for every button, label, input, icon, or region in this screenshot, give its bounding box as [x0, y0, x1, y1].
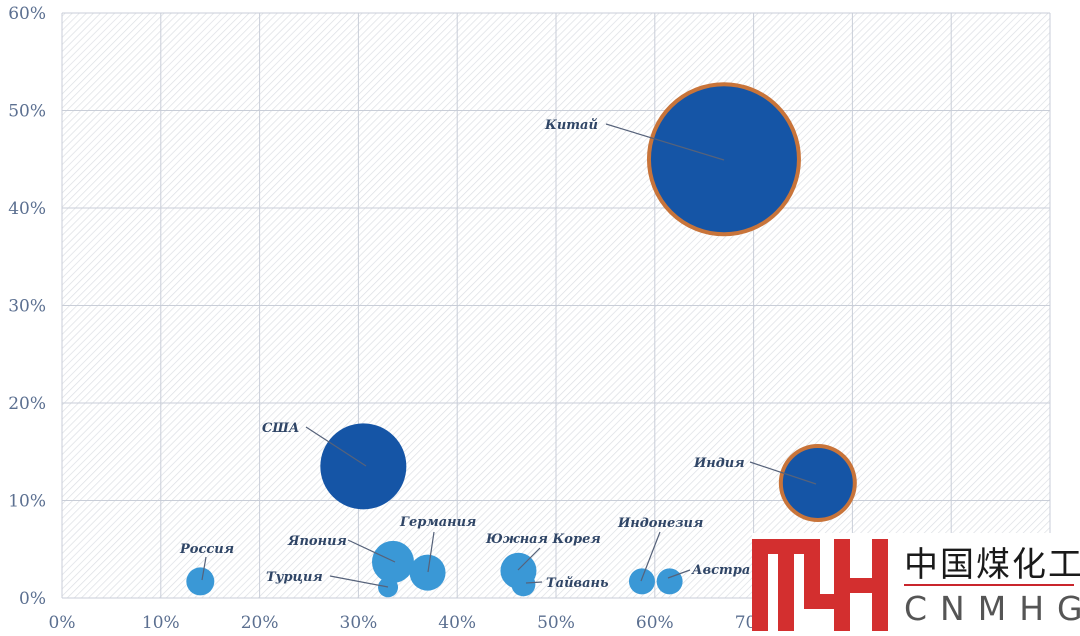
cnmhg-logo: 中国煤化工 CNMHG — [752, 533, 1080, 636]
bubble — [186, 567, 215, 596]
x-tick-label: 0% — [49, 613, 76, 633]
bubbles — [186, 82, 857, 598]
bubble — [656, 568, 683, 595]
bubble — [371, 540, 414, 583]
bubble-label: Индия — [693, 456, 745, 471]
y-tick-label: 60% — [8, 4, 46, 24]
y-tick-label: 20% — [8, 394, 46, 414]
y-tick-label: 40% — [8, 199, 46, 219]
bubble — [628, 568, 655, 595]
bubble — [646, 82, 801, 237]
x-axis: 0%10%20%30%40%50%60%70% — [49, 613, 773, 633]
bubble-label: США — [262, 421, 299, 436]
y-axis: 0% 10% 20% 30% 40% 50% 60% — [8, 4, 46, 609]
leader-line — [347, 539, 396, 563]
bubble-label: Россия — [179, 542, 234, 557]
bubble — [320, 423, 407, 510]
bubble-label: Турция — [266, 570, 323, 585]
leader-line — [640, 531, 661, 582]
x-tick-label: 10% — [142, 613, 180, 633]
leader-line — [305, 426, 367, 467]
x-tick-label: 40% — [438, 613, 476, 633]
bubble-label: Индонезия — [617, 516, 703, 531]
leader-line — [525, 581, 543, 584]
y-tick-label: 10% — [8, 492, 46, 512]
bubble-label: Южная Корея — [485, 532, 601, 547]
leader-line — [667, 569, 691, 579]
logo-name-en: CNMHG — [904, 589, 1080, 628]
logo-divider — [904, 584, 1074, 586]
logo-name-cn: 中国煤化工 — [904, 545, 1080, 585]
x-tick-label: 50% — [537, 613, 575, 633]
leader-line — [517, 547, 541, 571]
leader-line — [605, 123, 725, 161]
bubble — [778, 443, 857, 522]
bubble — [378, 577, 399, 598]
bubble-label: Австра — [691, 563, 750, 578]
y-tick-label: 30% — [8, 297, 46, 317]
y-tick-label: 50% — [8, 102, 46, 122]
leader-line — [201, 556, 207, 581]
bubble — [409, 554, 446, 591]
mh-logo-mark-icon — [752, 539, 888, 631]
x-tick-label: 60% — [636, 613, 674, 633]
leader-line — [427, 531, 435, 573]
bubble-label: Германия — [399, 515, 476, 530]
bubble-labels: Китай США Индия Россия Япония Турция Германия Ю… — [179, 118, 817, 591]
x-tick-label: 20% — [241, 613, 279, 633]
leader-line — [749, 461, 817, 485]
leader-line — [329, 575, 389, 588]
bubble — [511, 572, 536, 597]
x-tick-label: 30% — [340, 613, 378, 633]
bubble-label: Тайвань — [546, 576, 609, 591]
bubble-label: Япония — [287, 534, 347, 549]
y-tick-label: 0% — [19, 589, 46, 609]
bubble-label: Китай — [544, 118, 598, 133]
